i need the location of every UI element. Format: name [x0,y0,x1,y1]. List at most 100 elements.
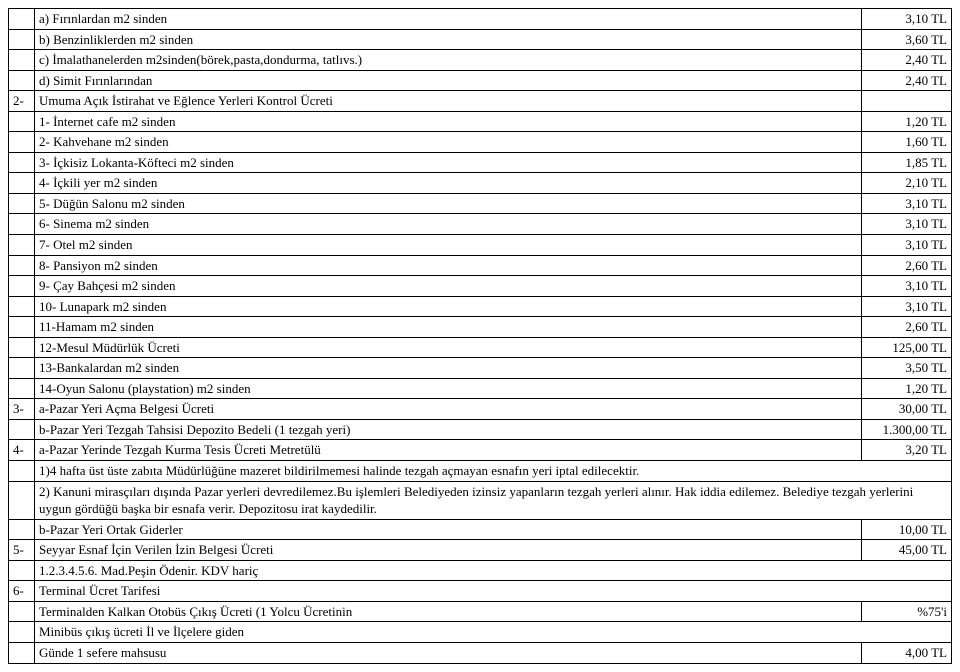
row-description: Terminal Ücret Tarifesi [35,581,952,602]
table-row: 10- Lunapark m2 sinden3,10 TL [9,296,952,317]
row-amount: %75'i [862,601,952,622]
table-row: 5-Seyyar Esnaf İçin Verilen İzin Belgesi… [9,540,952,561]
row-amount: 4,00 TL [862,642,952,663]
row-number [9,29,35,50]
row-number [9,337,35,358]
fee-table: a) Fırınlardan m2 sinden3,10 TLb) Benzin… [8,8,952,664]
row-description: 7- Otel m2 sinden [35,235,862,256]
row-description: 6- Sinema m2 sinden [35,214,862,235]
row-number [9,132,35,153]
row-description: Minibüs çıkış ücreti İl ve İlçelere gide… [35,622,952,643]
row-description: 14-Oyun Salonu (playstation) m2 sinden [35,378,862,399]
row-amount: 1,85 TL [862,152,952,173]
row-amount: 125,00 TL [862,337,952,358]
row-number [9,70,35,91]
row-description: 10- Lunapark m2 sinden [35,296,862,317]
row-number: 2- [9,91,35,112]
row-number [9,461,35,482]
table-row: 12-Mesul Müdürlük Ücreti125,00 TL [9,337,952,358]
row-description: 2) Kanuni mirasçıları dışında Pazar yerl… [35,481,952,519]
row-amount: 1,60 TL [862,132,952,153]
row-number [9,50,35,71]
table-row: 8- Pansiyon m2 sinden2,60 TL [9,255,952,276]
table-row: b-Pazar Yeri Ortak Giderler10,00 TL [9,519,952,540]
table-row: 1)4 hafta üst üste zabıta Müdürlüğüne ma… [9,461,952,482]
row-number: 4- [9,440,35,461]
row-amount: 3,10 TL [862,9,952,30]
row-number [9,214,35,235]
row-description: 5- Düğün Salonu m2 sinden [35,193,862,214]
table-row: 6- Sinema m2 sinden3,10 TL [9,214,952,235]
row-amount: 2,40 TL [862,70,952,91]
row-number [9,317,35,338]
row-description: a) Fırınlardan m2 sinden [35,9,862,30]
row-number: 6- [9,581,35,602]
row-number [9,419,35,440]
row-number [9,622,35,643]
row-number: 5- [9,540,35,561]
table-row: Terminalden Kalkan Otobüs Çıkış Ücreti (… [9,601,952,622]
row-amount [862,91,952,112]
table-row: a) Fırınlardan m2 sinden3,10 TL [9,9,952,30]
row-amount: 2,60 TL [862,317,952,338]
row-amount: 3,60 TL [862,29,952,50]
row-amount: 3,50 TL [862,358,952,379]
row-amount: 2,40 TL [862,50,952,71]
row-amount: 3,20 TL [862,440,952,461]
row-description: b-Pazar Yeri Tezgah Tahsisi Depozito Bed… [35,419,862,440]
row-description: c) İmalathanelerden m2sinden(börek,pasta… [35,50,862,71]
row-description: 3- İçkisiz Lokanta-Köfteci m2 sinden [35,152,862,173]
row-number: 3- [9,399,35,420]
table-row: 3- İçkisiz Lokanta-Köfteci m2 sinden1,85… [9,152,952,173]
table-row: d) Simit Fırınlarından2,40 TL [9,70,952,91]
table-row: 2- Kahvehane m2 sinden1,60 TL [9,132,952,153]
row-description: 11-Hamam m2 sinden [35,317,862,338]
table-row: 5- Düğün Salonu m2 sinden3,10 TL [9,193,952,214]
row-description: 13-Bankalardan m2 sinden [35,358,862,379]
row-number [9,152,35,173]
row-description: 2- Kahvehane m2 sinden [35,132,862,153]
row-description: 8- Pansiyon m2 sinden [35,255,862,276]
row-number [9,601,35,622]
row-amount: 3,10 TL [862,296,952,317]
row-number [9,111,35,132]
row-amount: 2,10 TL [862,173,952,194]
row-number [9,519,35,540]
row-description: 1)4 hafta üst üste zabıta Müdürlüğüne ma… [35,461,952,482]
table-row: 1- İnternet cafe m2 sinden1,20 TL [9,111,952,132]
row-description: 1.2.3.4.5.6. Mad.Peşin Ödenir. KDV hariç [35,560,952,581]
row-number [9,378,35,399]
row-amount: 3,10 TL [862,276,952,297]
row-number [9,235,35,256]
table-row: 7- Otel m2 sinden3,10 TL [9,235,952,256]
row-description: 1- İnternet cafe m2 sinden [35,111,862,132]
row-description: b-Pazar Yeri Ortak Giderler [35,519,862,540]
table-row: c) İmalathanelerden m2sinden(börek,pasta… [9,50,952,71]
table-row: 2) Kanuni mirasçıları dışında Pazar yerl… [9,481,952,519]
row-amount: 10,00 TL [862,519,952,540]
row-amount: 2,60 TL [862,255,952,276]
row-number [9,276,35,297]
row-description: a-Pazar Yerinde Tezgah Kurma Tesis Ücret… [35,440,862,461]
row-amount: 30,00 TL [862,399,952,420]
table-row: 6-Terminal Ücret Tarifesi [9,581,952,602]
row-description: b) Benzinliklerden m2 sinden [35,29,862,50]
table-row: 3-a-Pazar Yeri Açma Belgesi Ücreti30,00 … [9,399,952,420]
row-number [9,642,35,663]
row-description: 9- Çay Bahçesi m2 sinden [35,276,862,297]
row-amount: 1,20 TL [862,111,952,132]
table-row: 2-Umuma Açık İstirahat ve Eğlence Yerler… [9,91,952,112]
row-number [9,255,35,276]
row-number [9,193,35,214]
row-number [9,9,35,30]
table-row: 9- Çay Bahçesi m2 sinden3,10 TL [9,276,952,297]
row-description: d) Simit Fırınlarından [35,70,862,91]
table-row: 4- İçkili yer m2 sinden2,10 TL [9,173,952,194]
row-number [9,296,35,317]
row-amount: 3,10 TL [862,193,952,214]
row-amount: 3,10 TL [862,235,952,256]
row-number [9,173,35,194]
row-description: Terminalden Kalkan Otobüs Çıkış Ücreti (… [35,601,862,622]
row-description: 4- İçkili yer m2 sinden [35,173,862,194]
row-number [9,560,35,581]
